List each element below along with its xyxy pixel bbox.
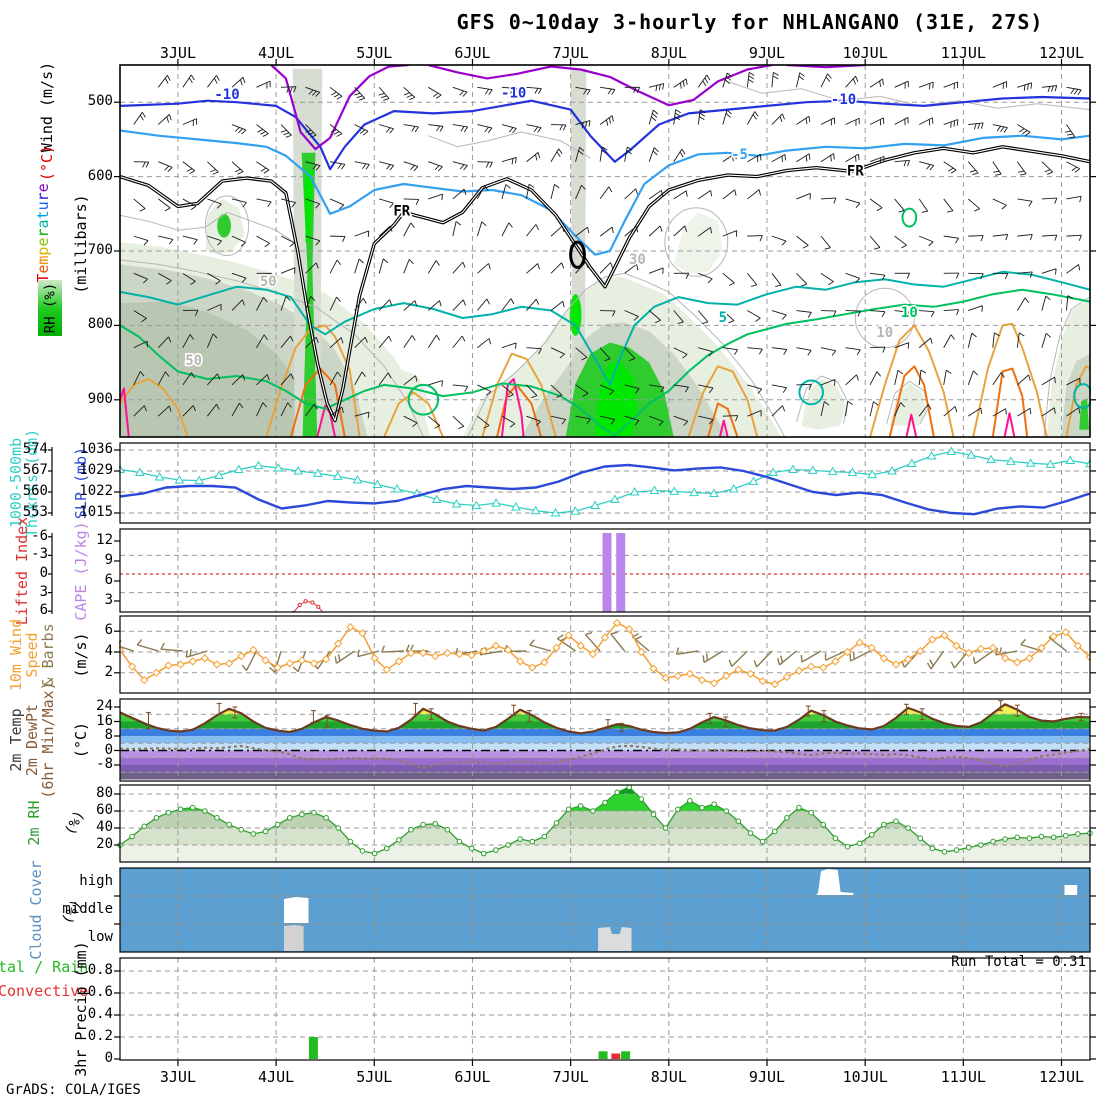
page-title: GFS 0~10day 3-hourly for NHLANGANO (31E,… <box>456 10 1044 34</box>
temperature-letter: r <box>34 228 52 238</box>
slp-tick-1022: 1022 <box>79 483 113 499</box>
temperature-letter: u <box>34 201 52 211</box>
li-tick-0: 0 <box>39 565 48 581</box>
thk-tick-553: 553 <box>22 504 48 520</box>
slp-tick-1029: 1029 <box>79 462 113 478</box>
bottom-date-6JUL: 6JUL <box>454 1068 491 1086</box>
temperature-letter: a <box>34 219 52 229</box>
top-date-3JUL: 3JUL <box>159 44 196 62</box>
pr-tick-0: 0 <box>104 1050 113 1066</box>
p1-tick-500: 500 <box>87 93 113 110</box>
slp-tick-1036: 1036 <box>79 441 113 457</box>
t2-tick--8: -8 <box>96 756 113 772</box>
t2-tick-0: 0 <box>104 741 113 758</box>
temperature-letter: e <box>34 264 52 274</box>
p1-tick-700: 700 <box>87 242 113 258</box>
top-date-6JUL: 6JUL <box>454 44 491 62</box>
rh-colorbar-label: RH (%) <box>38 280 62 336</box>
pr-tick-0.4: 0.4 <box>87 1006 113 1022</box>
contour-label-3: -5 <box>731 147 748 163</box>
contour-label-1: -10 <box>501 85 526 101</box>
grads-credit: GrADS: COLA/IGES <box>6 1082 141 1098</box>
top-date-11JUL: 11JUL <box>940 44 986 62</box>
cloud-cover-axis-label: Cloud Cover <box>27 860 45 960</box>
temperature-letter: t <box>34 210 52 220</box>
thk-tick-574: 574 <box>22 441 48 457</box>
bottom-date-9JUL: 9JUL <box>748 1068 786 1086</box>
rh2-tick-20: 20 <box>96 836 113 852</box>
thk-tick-560: 560 <box>22 483 48 499</box>
temperature-letter: r <box>34 192 52 202</box>
bottom-date-8JUL: 8JUL <box>650 1068 687 1086</box>
bottom-date-10JUL: 10JUL <box>842 1068 888 1086</box>
p1-tick-600: 600 <box>87 167 113 184</box>
rh2m-axis-label: 2m RH <box>25 800 43 846</box>
pr-tick-0.2: 0.2 <box>87 1028 113 1044</box>
temperature-axis-label: Temperature <box>34 183 52 282</box>
contour-label-2: -10 <box>831 92 856 108</box>
temperature-letter: p <box>34 246 52 256</box>
rh2-tick-60: 60 <box>96 802 113 818</box>
t2-tick-8: 8 <box>104 727 113 743</box>
cc-tick-high: high <box>79 873 113 889</box>
li-tick-6: 6 <box>39 602 48 619</box>
cc-tick-middle: middle <box>62 901 113 917</box>
t2-tick-24: 24 <box>96 698 113 714</box>
temperature-letter: e <box>34 183 52 193</box>
thk-tick-567: 567 <box>22 462 48 478</box>
top-date-9JUL: 9JUL <box>748 44 786 62</box>
bottom-date-3JUL: 3JUL <box>159 1068 196 1086</box>
pr-tick-0.8: 0.8 <box>87 962 113 978</box>
contour-label-8: 50 <box>260 274 277 290</box>
cape-tick-3: 3 <box>104 592 113 608</box>
top-date-5JUL: 5JUL <box>356 44 393 62</box>
pr-tick-0.6: 0.6 <box>87 984 113 1000</box>
bottom-date-4JUL: 4JUL <box>258 1068 295 1086</box>
temperature-letter: e <box>34 237 52 247</box>
temperature-letter: m <box>34 255 52 265</box>
li-tick--3: -3 <box>31 546 48 563</box>
li-tick--6: -6 <box>31 527 48 544</box>
cape-tick-12: 12 <box>96 531 113 548</box>
run-total: Run Total = 0.31 <box>951 954 1086 970</box>
slp-tick-1015: 1015 <box>79 504 113 520</box>
top-date-4JUL: 4JUL <box>258 44 295 62</box>
contour-label-0: -10 <box>214 87 239 103</box>
contour-label-9: 50 <box>185 353 202 369</box>
w10-tick-6: 6 <box>104 622 113 639</box>
bottom-date-11JUL: 11JUL <box>940 1068 986 1086</box>
bottom-date-12JUL: 12JUL <box>1038 1068 1085 1086</box>
top-date-7JUL: 7JUL <box>552 44 589 62</box>
cc-tick-low: low <box>87 929 113 945</box>
contour-label-11: 10 <box>876 325 893 341</box>
contour-label-10: 30 <box>629 252 646 268</box>
rh2-tick-80: 80 <box>96 785 113 801</box>
contour-label-4: FR <box>393 204 410 220</box>
top-date-12JUL: 12JUL <box>1038 44 1085 62</box>
cape-tick-6: 6 <box>104 571 113 588</box>
cape-tick-9: 9 <box>104 551 113 568</box>
top-date-10JUL: 10JUL <box>842 44 888 62</box>
convective-legend: Convective <box>0 982 89 1000</box>
p1-tick-900: 900 <box>87 390 113 407</box>
contour-label-7: 10 <box>901 305 918 321</box>
li-tick-3: 3 <box>39 583 48 600</box>
bottom-date-5JUL: 5JUL <box>356 1068 393 1086</box>
total-rain-legend: tal / Rain <box>0 958 89 976</box>
contour-label-6: 5 <box>719 310 727 326</box>
t2-tick-16: 16 <box>96 712 113 729</box>
top-date-8JUL: 8JUL <box>650 44 687 62</box>
p1-tick-800: 800 <box>87 316 113 333</box>
bottom-date-7JUL: 7JUL <box>552 1068 589 1086</box>
w10-tick-2: 2 <box>104 663 113 680</box>
rh2-tick-40: 40 <box>96 819 113 835</box>
w10-tick-4: 4 <box>104 643 113 659</box>
contour-label-5: FR <box>847 163 864 179</box>
